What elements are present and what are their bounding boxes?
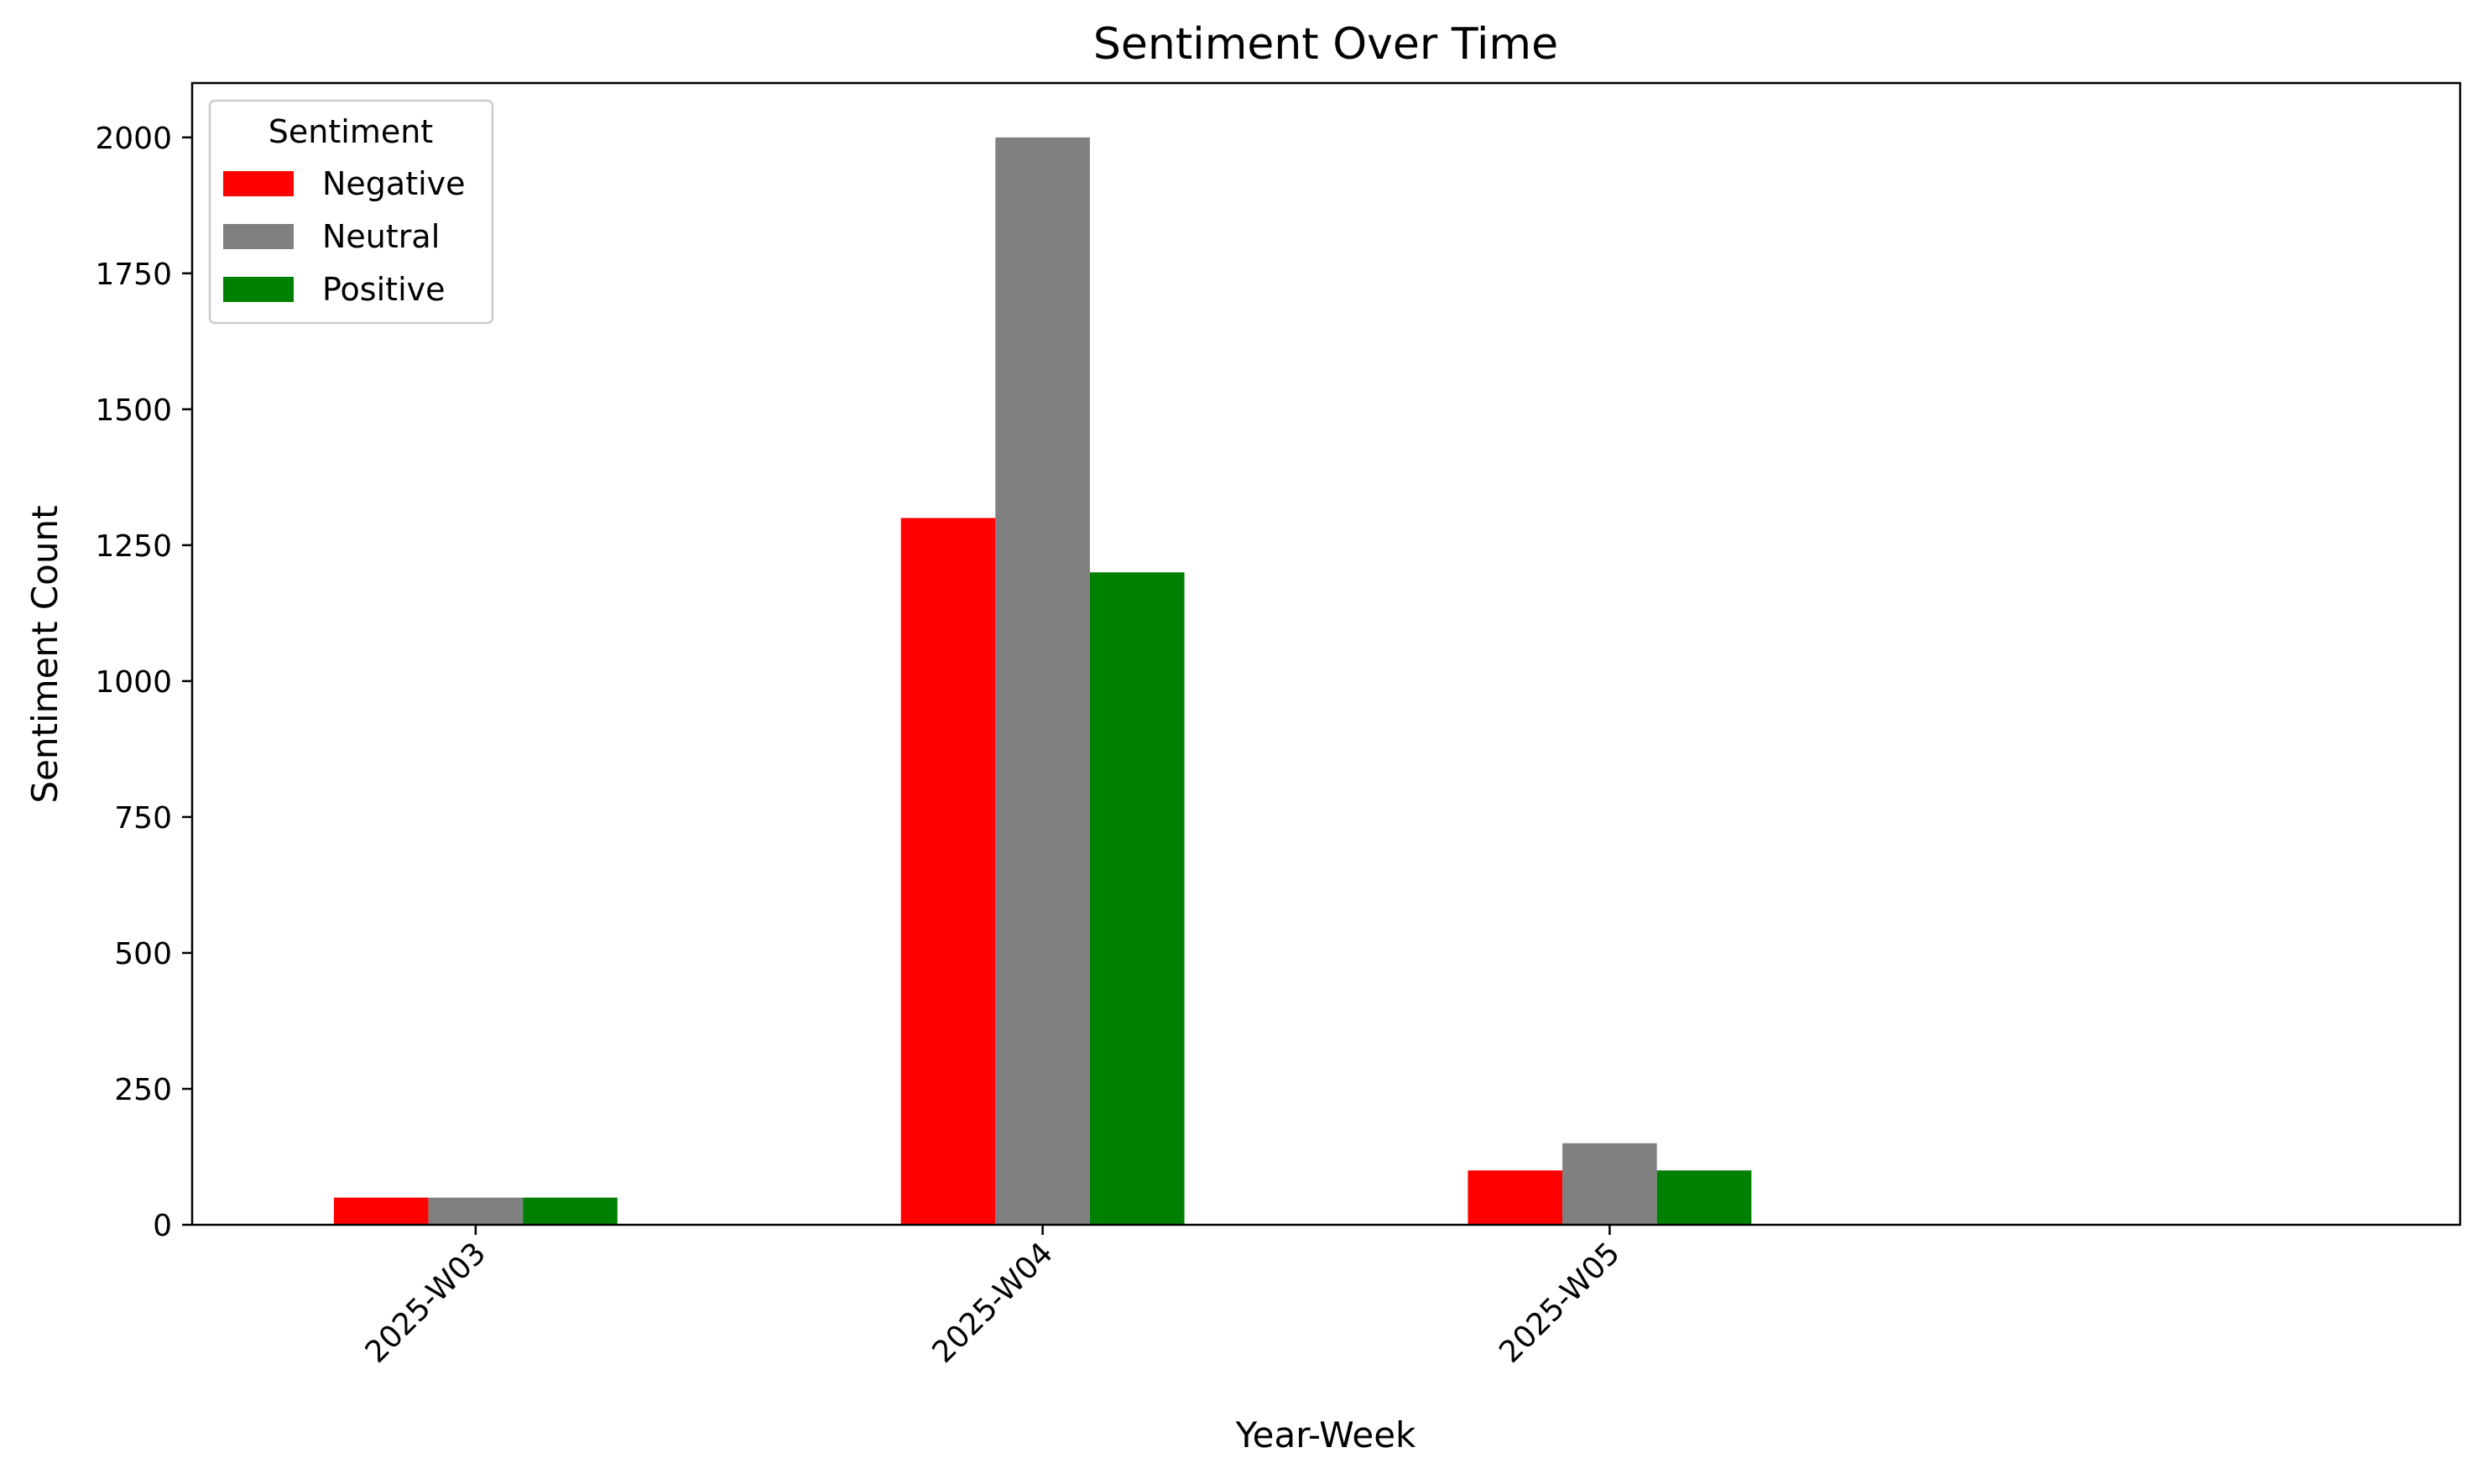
bar-negative-2025-w03: [333, 1197, 429, 1225]
chart-title: Sentiment Over Time: [1093, 19, 1558, 70]
plot-frame: [190, 81, 2462, 1226]
bar-positive-2025-w03: [523, 1197, 618, 1225]
legend-swatch-neutral: [223, 224, 294, 249]
bar-neutral-2025-w04: [995, 137, 1090, 1225]
y-tick-label: 0: [153, 1209, 172, 1243]
y-tick-label: 1250: [95, 529, 172, 564]
legend-label-negative: Negative: [322, 165, 466, 202]
bar-positive-2025-w04: [1089, 572, 1185, 1225]
bar-positive-2025-w05: [1656, 1170, 1752, 1225]
legend-label-positive: Positive: [322, 271, 446, 308]
legend-label-neutral: Neutral: [322, 218, 440, 255]
y-tick-label: 1750: [95, 258, 172, 292]
legend-items: Negative Neutral Positive: [223, 165, 466, 308]
y-axis-ticks: 0 250 500 750 1000 1250 1500 1750 2000: [95, 122, 192, 1243]
bar-negative-2025-w05: [1468, 1170, 1563, 1225]
x-axis-label: Year-Week: [1235, 1414, 1416, 1455]
y-tick-label: 1500: [95, 393, 172, 428]
legend-title: Sentiment: [269, 113, 433, 150]
y-tick-label: 250: [114, 1073, 172, 1107]
y-tick-label: 1000: [95, 665, 172, 700]
bar-neutral-2025-w03: [428, 1197, 524, 1225]
y-tick-label: 500: [114, 937, 172, 971]
bar-negative-2025-w04: [900, 518, 996, 1225]
bar-neutral-2025-w05: [1562, 1143, 1657, 1225]
legend-box: [208, 99, 494, 325]
y-tick-label: 2000: [95, 122, 172, 156]
y-axis-label: Sentiment Count: [24, 505, 65, 803]
bars-layer: [333, 137, 1752, 1225]
legend: Sentiment Negative Neutral Positive: [208, 99, 494, 325]
y-tick-label: 750: [114, 801, 172, 836]
legend-swatch-negative: [223, 171, 294, 196]
legend-swatch-positive: [223, 277, 294, 302]
